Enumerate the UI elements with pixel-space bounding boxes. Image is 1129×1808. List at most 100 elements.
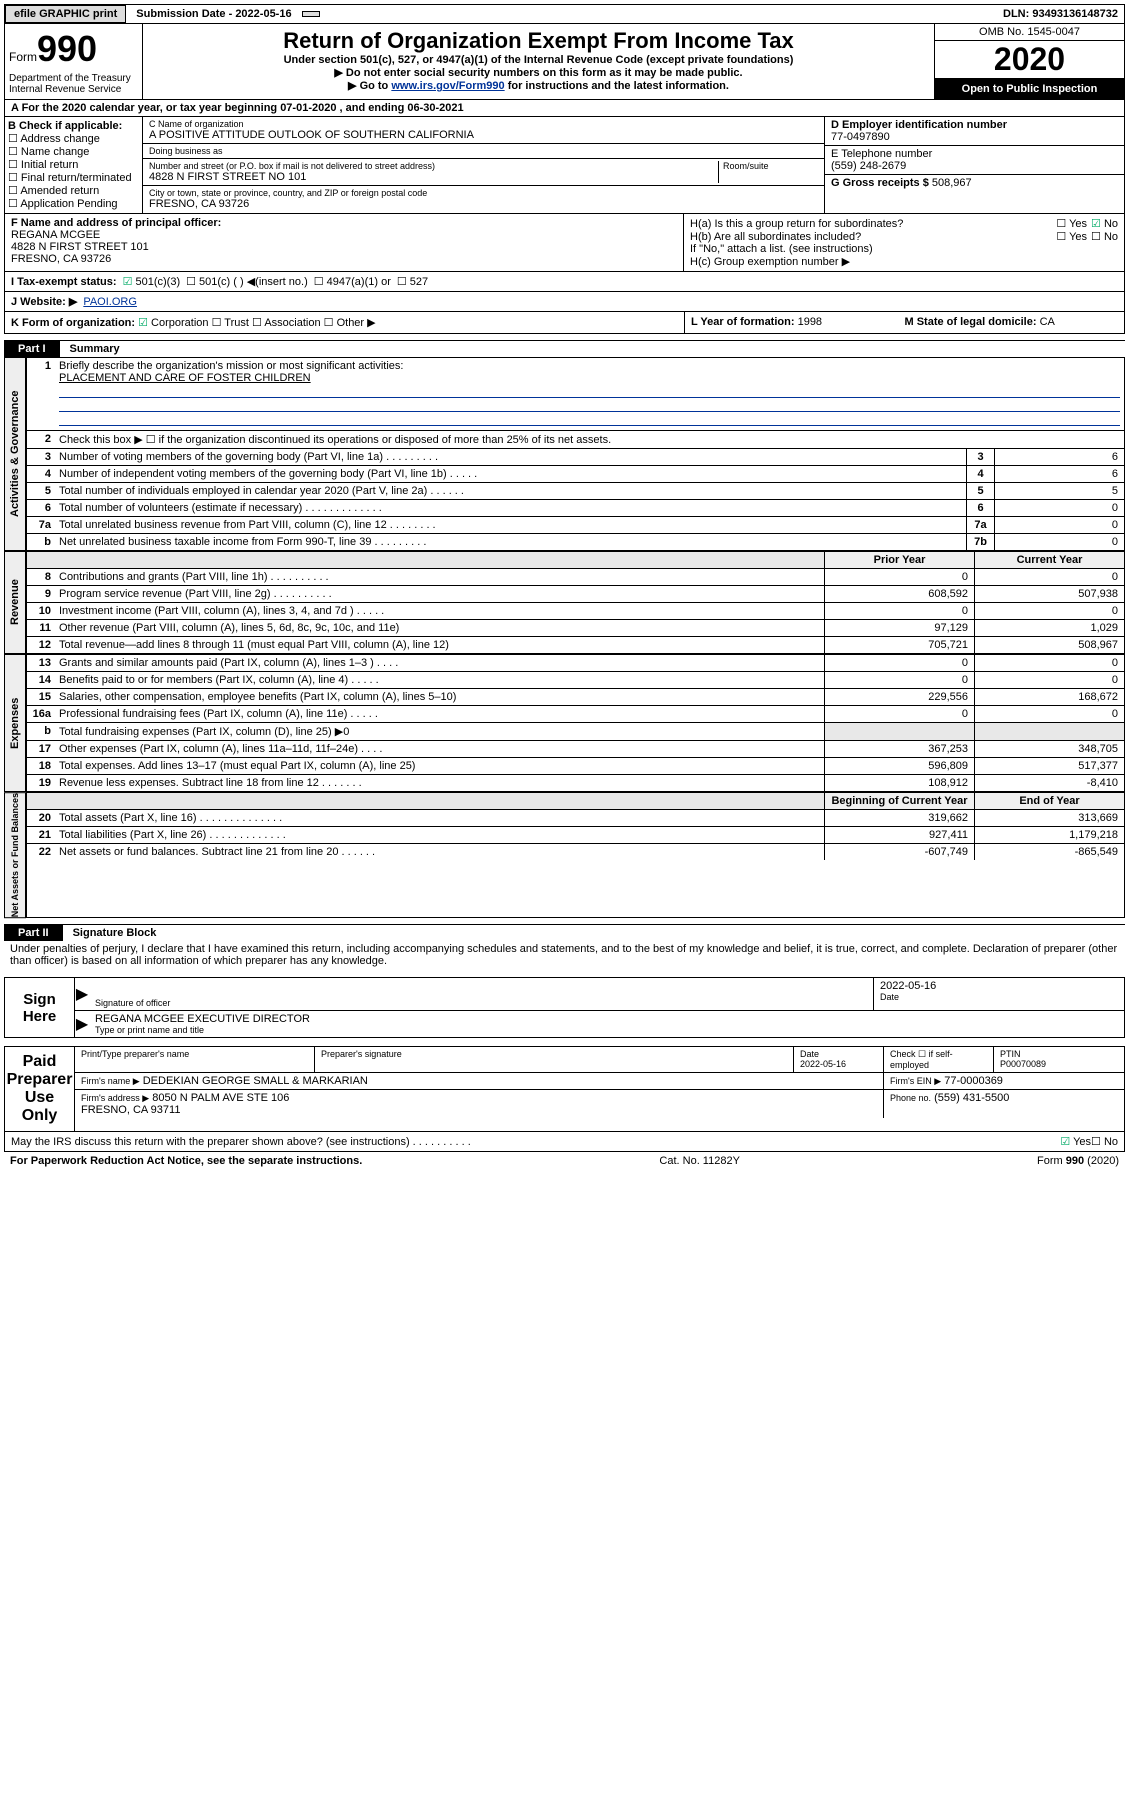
line2-desc: Check this box ▶ ☐ if the organization d…	[55, 431, 1124, 448]
status-4947[interactable]: 4947(a)(1) or	[314, 275, 391, 288]
row-19: 19 Revenue less expenses. Subtract line …	[27, 775, 1124, 791]
k-assoc[interactable]: Association	[252, 317, 321, 329]
org-name-row: C Name of organization A POSITIVE ATTITU…	[143, 117, 824, 144]
gov-box: 5	[966, 483, 994, 499]
phone-label: E Telephone number	[831, 148, 1118, 160]
name-label: C Name of organization	[149, 119, 818, 129]
chk-pending[interactable]: Application Pending	[8, 197, 139, 210]
gov-num: 3	[27, 449, 55, 465]
ein-label: D Employer identification number	[831, 119, 1118, 131]
form-title: Return of Organization Exempt From Incom…	[151, 28, 926, 54]
form-number-block: Form990 Department of the Treasury Inter…	[5, 24, 143, 99]
netassets-section: Net Assets or Fund Balances Beginning of…	[4, 792, 1125, 918]
sign-content: ▶ Signature of officer 2022-05-16 Date ▶…	[75, 978, 1124, 1037]
row-prior: 0	[824, 569, 974, 585]
row-curr: 1,179,218	[974, 827, 1124, 843]
form-number: 990	[37, 28, 97, 69]
status-527[interactable]: 527	[397, 275, 428, 288]
gross-value: 508,967	[932, 177, 972, 189]
row-16a: 16a Professional fundraising fees (Part …	[27, 706, 1124, 723]
firm-name: DEDEKIAN GEORGE SMALL & MARKARIAN	[143, 1075, 368, 1087]
status-label: I Tax-exempt status:	[11, 276, 117, 288]
part2-title: Signature Block	[63, 925, 167, 941]
row-curr: 0	[974, 672, 1124, 688]
part2-header: Part II	[4, 925, 63, 941]
efile-print-button[interactable]: efile GRAPHIC print	[5, 5, 126, 23]
gov-desc: Total number of individuals employed in …	[55, 483, 966, 499]
box-d-e-g: D Employer identification number 77-0497…	[824, 117, 1124, 213]
chk-amended[interactable]: Amended return	[8, 184, 139, 197]
row-14: 14 Benefits paid to or for members (Part…	[27, 672, 1124, 689]
row-curr: 507,938	[974, 586, 1124, 602]
subtitle-1: Under section 501(c), 527, or 4947(a)(1)…	[151, 54, 926, 66]
ha-label: H(a) Is this a group return for subordin…	[690, 218, 903, 230]
k-trust[interactable]: Trust	[212, 317, 249, 329]
status-501c[interactable]: 501(c) ( ) ◀(insert no.)	[186, 275, 308, 288]
row-prior: 319,662	[824, 810, 974, 826]
chk-initial[interactable]: Initial return	[8, 158, 139, 171]
chk-name[interactable]: Name change	[8, 145, 139, 158]
year-form-label: L Year of formation:	[691, 316, 795, 328]
row-num: 16a	[27, 706, 55, 722]
firm-addr-row: Firm's address ▶ 8050 N PALM AVE STE 106…	[75, 1090, 1124, 1118]
website-label: J Website: ▶	[11, 295, 77, 308]
main-info-row: B Check if applicable: Address change Na…	[4, 117, 1125, 214]
firm-ein-label: Firm's EIN ▶	[890, 1076, 941, 1086]
discuss-text: May the IRS discuss this return with the…	[11, 1136, 471, 1148]
row-curr: 0	[974, 655, 1124, 671]
ha-no[interactable]: No	[1091, 217, 1118, 230]
k-other[interactable]: Other ▶	[324, 317, 376, 329]
irs-link[interactable]: www.irs.gov/Form990	[391, 80, 504, 92]
row-num: 10	[27, 603, 55, 619]
prior-year-hdr: Prior Year	[824, 552, 974, 568]
dba-label: Doing business as	[149, 146, 818, 156]
omb-number: OMB No. 1545-0047	[935, 24, 1124, 41]
row-prior: 0	[824, 603, 974, 619]
period-line: A For the 2020 calendar year, or tax yea…	[4, 100, 1125, 117]
preparer-content: Print/Type preparer's name Preparer's si…	[75, 1047, 1124, 1131]
gross-section: G Gross receipts $ 508,967	[825, 175, 1124, 191]
gov-row-6: 6 Total number of volunteers (estimate i…	[27, 500, 1124, 517]
sig-name-label: Type or print name and title	[95, 1025, 1118, 1035]
website-link[interactable]: PAOI.ORG	[83, 296, 137, 308]
row-10: 10 Investment income (Part VIII, column …	[27, 603, 1124, 620]
row-prior: 0	[824, 672, 974, 688]
form-label: Form	[9, 50, 37, 64]
k-corp[interactable]: Corporation	[138, 317, 208, 329]
row-11: 11 Other revenue (Part VIII, column (A),…	[27, 620, 1124, 637]
prep-ptin-hdr: PTINP00070089	[994, 1047, 1124, 1072]
gov-num: 5	[27, 483, 55, 499]
row-desc: Total expenses. Add lines 13–17 (must eq…	[55, 758, 824, 774]
row-curr: 0	[974, 706, 1124, 722]
line1-num: 1	[27, 358, 55, 430]
discuss-no[interactable]: No	[1091, 1135, 1118, 1148]
row-prior: 97,129	[824, 620, 974, 636]
chk-address[interactable]: Address change	[8, 132, 139, 145]
line2-row: 2 Check this box ▶ ☐ if the organization…	[27, 431, 1124, 449]
row-curr: -8,410	[974, 775, 1124, 791]
gov-row-b: b Net unrelated business taxable income …	[27, 534, 1124, 550]
gov-num: 6	[27, 500, 55, 516]
discuss-yes[interactable]: Yes	[1060, 1135, 1091, 1148]
footer-mid: Cat. No. 11282Y	[659, 1155, 740, 1167]
k-right: L Year of formation: 1998 M State of leg…	[685, 312, 1125, 334]
dba-row: Doing business as	[143, 144, 824, 159]
row-desc: Grants and similar amounts paid (Part IX…	[55, 655, 824, 671]
row-8: 8 Contributions and grants (Part VIII, l…	[27, 569, 1124, 586]
hb-yes[interactable]: Yes	[1056, 230, 1087, 243]
room-label: Room/suite	[718, 161, 818, 183]
prep-sig-hdr: Preparer's signature	[315, 1047, 794, 1072]
hb-no[interactable]: No	[1091, 230, 1118, 243]
governance-tab: Activities & Governance	[4, 357, 26, 551]
firm-name-label: Firm's name ▶	[81, 1076, 140, 1086]
title-block: Return of Organization Exempt From Incom…	[143, 24, 934, 99]
row-prior: 0	[824, 706, 974, 722]
paid-preparer-label: Paid Preparer Use Only	[5, 1047, 75, 1131]
row-20: 20 Total assets (Part X, line 16) . . . …	[27, 810, 1124, 827]
right-header-box: OMB No. 1545-0047 2020 Open to Public In…	[934, 24, 1124, 99]
row-21: 21 Total liabilities (Part X, line 26) .…	[27, 827, 1124, 844]
status-501c3[interactable]: 501(c)(3)	[123, 275, 181, 288]
ha-yes[interactable]: Yes	[1056, 217, 1087, 230]
row-15: 15 Salaries, other compensation, employe…	[27, 689, 1124, 706]
chk-final[interactable]: Final return/terminated	[8, 171, 139, 184]
